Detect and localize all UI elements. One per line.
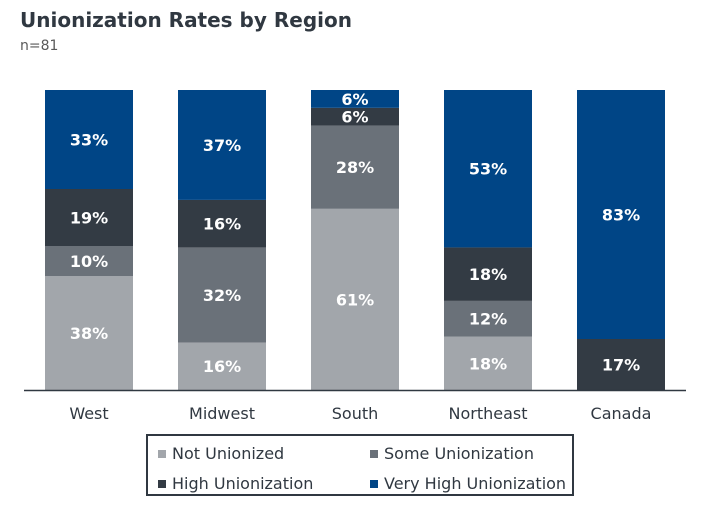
x-tick-label: Canada bbox=[591, 404, 652, 423]
x-tick-label: South bbox=[332, 404, 379, 423]
legend-item-high-unionization: High Unionization bbox=[158, 474, 313, 493]
data-label: 6% bbox=[341, 90, 368, 109]
data-label: 33% bbox=[70, 131, 108, 150]
bar-segment-west-2 bbox=[45, 246, 133, 276]
data-label: 16% bbox=[203, 357, 241, 376]
data-label: 17% bbox=[602, 356, 640, 375]
chart-title: Unionization Rates by Region bbox=[20, 8, 352, 32]
stacked-bar-chart: 38% 10% 19% 33% West 16% 32% 16% 37% Midwest 61% 28… bbox=[24, 90, 686, 423]
x-tick-label: Midwest bbox=[189, 404, 255, 423]
x-tick-label: West bbox=[69, 404, 108, 423]
legend-item-very-high-unionization: Very High Unionization bbox=[370, 474, 566, 493]
bar-segment-midwest-2 bbox=[178, 247, 266, 343]
bar-segment-northeast-4 bbox=[444, 90, 532, 248]
bar-segment-canada-4 bbox=[577, 90, 665, 339]
bar-segment-northeast-2 bbox=[444, 300, 532, 337]
legend-swatch bbox=[370, 449, 378, 458]
data-label: 61% bbox=[336, 290, 374, 309]
data-label: 10% bbox=[70, 252, 108, 271]
legend: Not Unionized Some Unionization High Uni… bbox=[146, 434, 574, 496]
bar-segment-west-4 bbox=[45, 90, 133, 189]
bar-segment-midwest-3 bbox=[178, 199, 266, 248]
data-label: 6% bbox=[341, 108, 368, 127]
data-label: 16% bbox=[203, 215, 241, 234]
data-label: 83% bbox=[602, 206, 640, 225]
bar-segment-midwest-4 bbox=[178, 90, 266, 200]
bar-segment-canada-3 bbox=[577, 339, 665, 390]
data-label: 18% bbox=[469, 354, 507, 373]
data-label: 19% bbox=[70, 209, 108, 228]
chart-subtitle: n=81 bbox=[20, 38, 59, 54]
data-label: 38% bbox=[70, 324, 108, 343]
legend-swatch bbox=[370, 479, 378, 488]
legend-label: Very High Unionization bbox=[384, 474, 567, 493]
bar-segment-south-3 bbox=[311, 107, 399, 126]
bar-segment-west-1 bbox=[45, 276, 133, 390]
bar-segment-west-3 bbox=[45, 189, 133, 246]
x-tick-label: Northeast bbox=[448, 404, 527, 423]
legend-swatch bbox=[158, 449, 166, 458]
data-label: 28% bbox=[336, 158, 374, 177]
bar-segment-midwest-1 bbox=[178, 342, 266, 390]
data-label: 32% bbox=[203, 286, 241, 305]
legend-swatch bbox=[158, 479, 166, 488]
legend-item-some-unionization: Some Unionization bbox=[370, 444, 534, 463]
legend-label: Not Unionized bbox=[172, 444, 285, 463]
data-label: 53% bbox=[469, 160, 507, 179]
legend-label: Some Unionization bbox=[384, 444, 534, 463]
bar-segment-northeast-1 bbox=[444, 336, 532, 390]
legend-item-not-unionized: Not Unionized bbox=[158, 444, 284, 463]
bar-segment-south-4 bbox=[311, 90, 399, 108]
bar-segment-south-1 bbox=[311, 208, 399, 390]
bar-segment-northeast-3 bbox=[444, 247, 532, 301]
legend-label: High Unionization bbox=[172, 474, 314, 493]
data-label: 18% bbox=[469, 265, 507, 284]
data-label: 12% bbox=[469, 310, 507, 329]
data-label: 37% bbox=[203, 136, 241, 155]
bar-segment-south-2 bbox=[311, 125, 399, 209]
